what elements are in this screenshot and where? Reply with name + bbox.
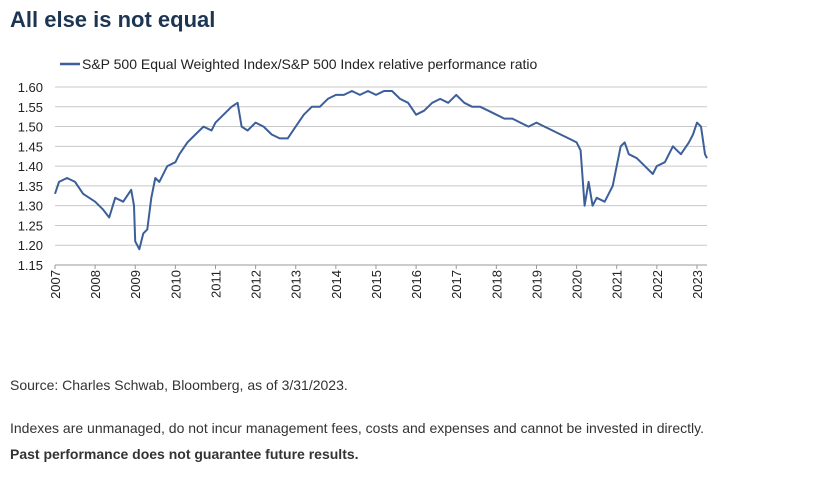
x-tick-label: 2009: [128, 270, 143, 299]
x-tick-label: 2013: [289, 270, 304, 299]
y-tick-label: 1.35: [18, 179, 43, 194]
x-tick-label: 2015: [369, 270, 384, 299]
disclaimer-bold: Past performance does not guarantee futu…: [10, 446, 359, 462]
x-tick-label: 2010: [168, 270, 183, 299]
x-tick-label: 2011: [208, 270, 223, 298]
x-tick-label: 2023: [690, 270, 705, 299]
legend-label: S&P 500 Equal Weighted Index/S&P 500 Ind…: [82, 56, 538, 72]
x-tick-label: 2017: [449, 270, 464, 299]
source: Source: Charles Schwab, Bloomberg, as of…: [10, 377, 348, 393]
x-tick-label: 2022: [650, 270, 665, 299]
x-tick-label: 2020: [570, 270, 585, 299]
y-tick-label: 1.20: [18, 238, 43, 253]
x-tick-label: 2016: [409, 270, 424, 299]
line-series: [54, 90, 708, 251]
y-tick-label: 1.50: [18, 120, 43, 135]
x-tick-label: 2014: [329, 270, 344, 299]
y-tick-label: 1.30: [18, 199, 43, 214]
y-tick-label: 1.55: [18, 100, 43, 115]
x-tick-label: 2021: [610, 270, 625, 299]
chart-title: All else is not equal: [10, 7, 215, 32]
y-tick-label: 1.25: [18, 218, 43, 233]
x-tick-label: 2008: [88, 270, 103, 299]
x-tick-label: 2019: [529, 270, 544, 299]
x-tick-label: 2007: [48, 270, 63, 299]
disclaimer: Indexes are unmanaged, do not incur mana…: [10, 420, 704, 436]
x-tick-label: 2018: [489, 270, 504, 299]
y-tick-label: 1.45: [18, 139, 43, 154]
y-tick-label: 1.40: [18, 159, 43, 174]
y-tick-label: 1.60: [18, 80, 43, 95]
x-tick-label: 2012: [249, 270, 264, 299]
y-tick-label: 1.15: [18, 258, 43, 273]
